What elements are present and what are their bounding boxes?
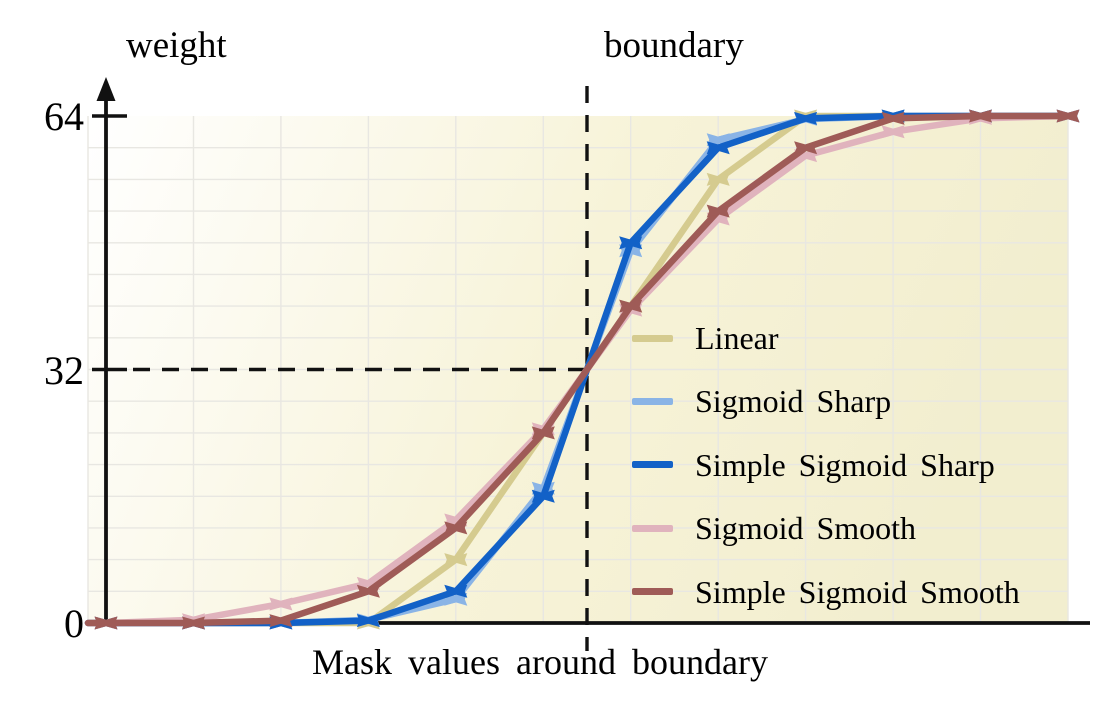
legend-swatch-linear — [632, 334, 673, 342]
legend-swatch-simple-sigmoid-smooth — [632, 588, 673, 596]
legend-item-simple-sigmoid-sharp: Simple Sigmoid Sharp — [632, 445, 995, 485]
legend-label-simple-sigmoid-smooth: Simple Sigmoid Smooth — [695, 573, 1020, 610]
legend-item-sigmoid-smooth: Sigmoid Smooth — [632, 508, 916, 548]
y-tick-label-0: 0 — [64, 601, 84, 646]
legend-label-sigmoid-smooth: Sigmoid Smooth — [695, 510, 917, 547]
legend-label-simple-sigmoid-sharp: Simple Sigmoid Sharp — [695, 446, 995, 483]
legend-label-linear: Linear — [695, 320, 779, 356]
legend-swatch-simple-sigmoid-sharp — [632, 461, 673, 469]
legend-item-simple-sigmoid-smooth: Simple Sigmoid Smooth — [632, 572, 1020, 612]
legend: Linear Sigmoid Sharp Simple Sigmoid Sharp S… — [632, 0, 1102, 702]
legend-item-linear: Linear — [632, 318, 779, 358]
legend-swatch-sigmoid-sharp — [632, 397, 673, 405]
legend-swatch-sigmoid-smooth — [632, 524, 673, 532]
y-axis-title: weight — [126, 25, 227, 66]
legend-item-sigmoid-sharp: Sigmoid Sharp — [632, 381, 891, 421]
y-tick-label-64: 64 — [44, 94, 84, 139]
boundary-label: boundary — [604, 25, 744, 66]
y-tick-label-32: 32 — [44, 348, 84, 393]
x-axis-label: Mask values around boundary — [312, 642, 768, 682]
legend-label-sigmoid-sharp: Sigmoid Sharp — [695, 383, 892, 420]
